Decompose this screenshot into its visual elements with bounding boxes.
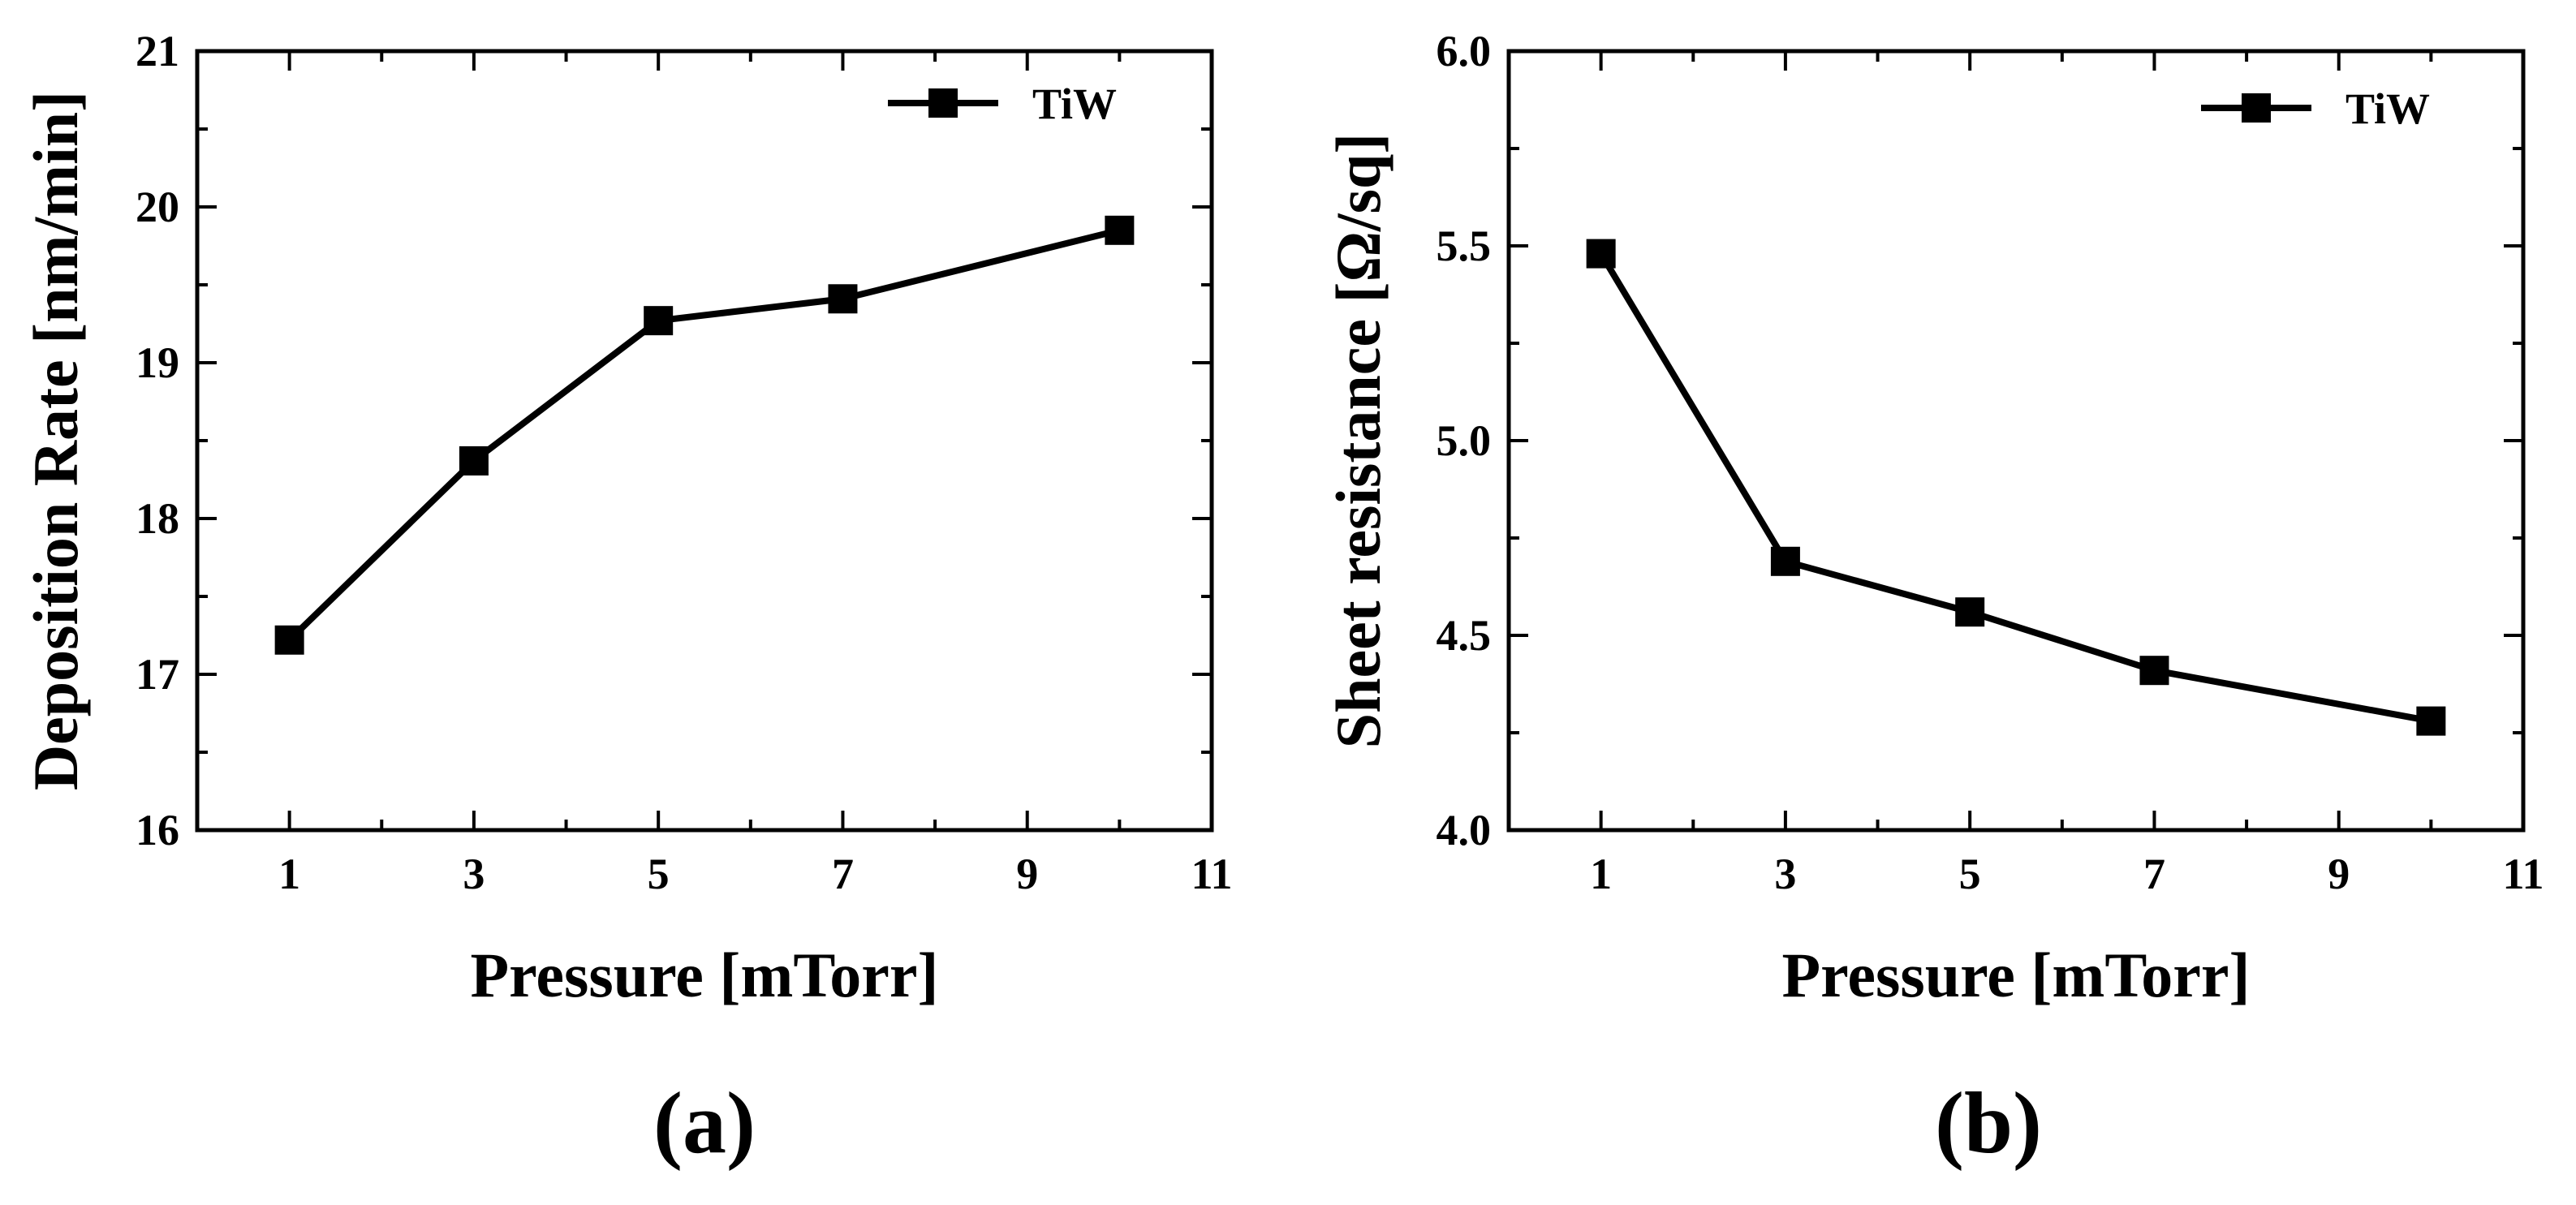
y-tick-label: 19 <box>136 338 179 387</box>
x-axis-title: Pressure [mTorr] <box>471 940 939 1010</box>
data-point <box>1586 239 1616 269</box>
data-point <box>828 284 858 314</box>
x-tick-label: 9 <box>2328 850 2350 898</box>
panel-label: (b) <box>1935 1075 2042 1172</box>
plot-frame <box>195 49 1214 833</box>
data-point <box>644 306 674 336</box>
legend-marker <box>2242 93 2271 123</box>
data-point <box>1105 215 1135 245</box>
y-tick-label: 5.5 <box>1437 222 1492 270</box>
x-tick-label: 1 <box>1590 850 1612 898</box>
series-line <box>1598 252 2432 725</box>
x-tick-label: 1 <box>278 850 300 898</box>
chart-sheet-resistance: 1 3 5 7 9 11 4.0 4.5 5.0 5.5 6.0 Pressure [mTorr] Sh… <box>1323 27 2544 1172</box>
y-tick-label: 6.0 <box>1437 27 1492 75</box>
y-axis-title: Deposition Rate [nm/min] <box>20 91 91 790</box>
x-axis-title: Pressure [mTorr] <box>1782 940 2251 1010</box>
y-tick-label: 5.0 <box>1437 416 1492 465</box>
x-tick-label: 11 <box>2502 850 2544 898</box>
x-tick-label: 5 <box>1959 850 1981 898</box>
y-tick-label: 17 <box>136 650 179 699</box>
y-axis-title: Sheet resistance [Ω/sq] <box>1323 133 1394 749</box>
x-tick-label: 7 <box>832 850 854 898</box>
x-tick-label: 7 <box>2143 850 2165 898</box>
series-line <box>286 226 1121 643</box>
x-tick-label: 3 <box>1774 850 1796 898</box>
data-point <box>459 445 489 476</box>
panel-label: (a) <box>653 1075 756 1172</box>
y-tick-label: 20 <box>136 183 179 231</box>
legend-marker <box>928 88 958 118</box>
x-tick-label: 3 <box>463 850 485 898</box>
data-point <box>2416 706 2446 736</box>
y-tick-label: 16 <box>136 806 179 854</box>
data-point <box>1955 597 1985 627</box>
data-point <box>274 625 304 655</box>
y-tick-label: 21 <box>136 27 179 75</box>
x-tick-label: 5 <box>648 850 670 898</box>
legend-label: TiW <box>2346 84 2430 133</box>
x-tick-label: 9 <box>1016 850 1038 898</box>
chart-deposition-rate: 1 3 5 7 9 11 16 17 18 19 20 21 Pressure [mTorr] Depos… <box>20 27 1233 1172</box>
legend-label: TiW <box>1032 80 1117 128</box>
data-point <box>1770 546 1800 576</box>
y-tick-label: 4.5 <box>1437 611 1492 660</box>
y-tick-label: 4.0 <box>1437 806 1492 854</box>
x-tick-label: 11 <box>1191 850 1232 898</box>
data-point <box>2139 656 2169 686</box>
y-tick-label: 18 <box>136 494 179 543</box>
